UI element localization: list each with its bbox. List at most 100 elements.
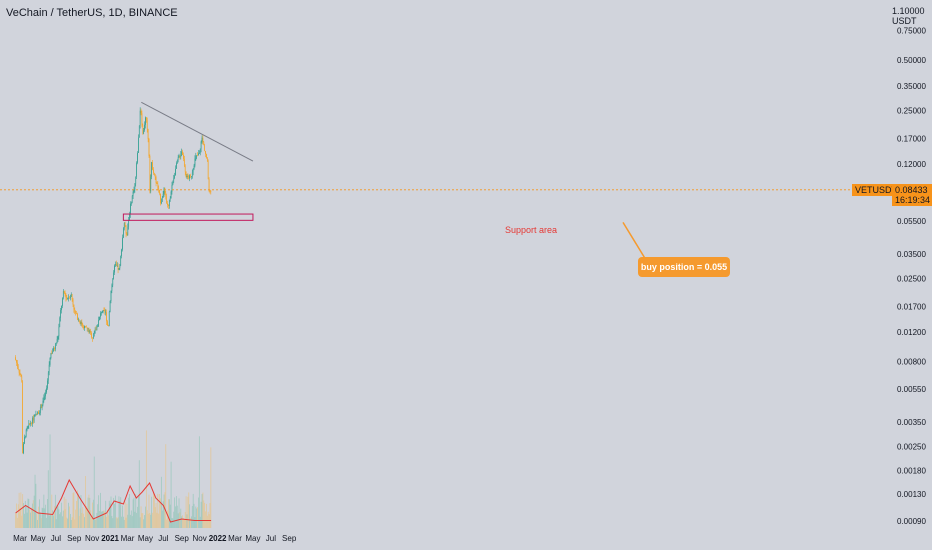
volume-bar bbox=[137, 506, 138, 528]
volume-bar bbox=[94, 519, 96, 528]
candle-body bbox=[111, 285, 113, 291]
y-tick-label-17: 0.00090 bbox=[897, 517, 926, 526]
volume-bar bbox=[76, 500, 77, 528]
volume-bar bbox=[138, 460, 140, 528]
candle-body bbox=[95, 329, 97, 331]
candle-body bbox=[60, 310, 61, 318]
candle-body bbox=[61, 305, 62, 311]
candle-body bbox=[180, 154, 182, 157]
candle-body bbox=[37, 411, 39, 415]
volume-bar bbox=[190, 516, 192, 528]
candle-body bbox=[115, 264, 116, 266]
candle-body bbox=[62, 291, 64, 299]
candle-body bbox=[113, 272, 115, 279]
candle-body bbox=[138, 125, 140, 138]
candle-body bbox=[131, 196, 133, 203]
candle-body bbox=[24, 436, 25, 444]
volume-bar bbox=[24, 513, 25, 528]
candle-body bbox=[32, 417, 33, 424]
candle-body bbox=[158, 188, 160, 190]
volume-bar bbox=[27, 498, 29, 528]
volume-bar bbox=[32, 500, 34, 528]
volume-bar bbox=[47, 470, 49, 528]
x-tick-label-1: May bbox=[30, 534, 45, 543]
volume-bar bbox=[39, 499, 40, 528]
candle-body bbox=[121, 249, 122, 257]
candle-body bbox=[59, 317, 61, 327]
candle-body bbox=[160, 193, 161, 204]
candle-body bbox=[142, 125, 144, 134]
volume-bar bbox=[92, 499, 94, 528]
price-scale-currency: USDT bbox=[892, 16, 917, 26]
y-tick-label-4: 0.17000 bbox=[897, 135, 926, 144]
volume-bar bbox=[132, 499, 134, 528]
candle-body bbox=[75, 310, 77, 314]
volume-bar bbox=[172, 518, 174, 528]
support-zone-box[interactable] bbox=[122, 213, 254, 221]
volume-bar bbox=[61, 502, 62, 528]
volume-bar bbox=[198, 436, 200, 528]
candle-body bbox=[130, 203, 131, 215]
candle-body bbox=[190, 175, 191, 177]
candle-body bbox=[164, 188, 166, 193]
x-tick-label-12: Mar bbox=[228, 534, 242, 543]
volume-bar bbox=[44, 508, 46, 528]
candle-body bbox=[29, 423, 31, 424]
candle-body bbox=[93, 333, 95, 337]
x-tick-label-10: Nov bbox=[193, 534, 207, 543]
candle-body bbox=[178, 156, 180, 158]
volume-bar bbox=[197, 507, 198, 528]
volume-bar bbox=[56, 504, 58, 528]
volume-bar bbox=[49, 434, 51, 528]
candle-body bbox=[72, 299, 74, 305]
volume-bar bbox=[62, 516, 63, 528]
price-scale[interactable]: 0.75000 0.50000 0.35000 0.25000 0.17000 0.120… bbox=[897, 26, 926, 526]
volume-bar bbox=[141, 513, 143, 528]
volume-bar bbox=[77, 493, 79, 528]
candle-body bbox=[172, 182, 174, 185]
volume-bar bbox=[154, 507, 156, 528]
volume-bar bbox=[90, 510, 92, 528]
candle-body bbox=[65, 294, 67, 299]
candle-body bbox=[34, 414, 36, 417]
volume-bar bbox=[136, 512, 138, 528]
candle-body bbox=[119, 265, 121, 269]
candle-body bbox=[185, 171, 187, 178]
candle-body bbox=[108, 325, 109, 327]
candle-body bbox=[202, 137, 204, 142]
volume-bar bbox=[17, 504, 19, 528]
candle-body bbox=[155, 177, 157, 183]
volume-bar bbox=[65, 498, 67, 528]
volume-bar bbox=[192, 493, 194, 528]
volume-bar bbox=[193, 503, 195, 528]
time-scale[interactable]: Mar May Jul Sep Nov 2021 Mar May Jul Sep Nov 2022 Ma… bbox=[13, 534, 297, 543]
volume-bar bbox=[151, 496, 153, 528]
candle-body bbox=[71, 294, 73, 300]
volume-bar bbox=[163, 494, 165, 528]
volume-bar bbox=[155, 502, 157, 528]
candle-body bbox=[205, 151, 206, 155]
candle-body bbox=[201, 137, 203, 142]
volume-bar bbox=[102, 511, 104, 528]
candle-body bbox=[191, 172, 193, 177]
x-tick-label-8: Jul bbox=[158, 534, 168, 543]
volume-bar bbox=[69, 513, 71, 528]
candle-body bbox=[187, 175, 189, 177]
y-tick-label-7: 0.03500 bbox=[897, 250, 926, 259]
volume-bar bbox=[54, 505, 55, 528]
buy-position-callout[interactable]: buy position = 0.055 bbox=[638, 257, 730, 277]
y-tick-label-15: 0.00180 bbox=[897, 466, 926, 475]
volume-bar bbox=[45, 504, 47, 528]
candle-body bbox=[85, 326, 86, 327]
volume-bar bbox=[122, 516, 124, 528]
volume-bar bbox=[183, 518, 184, 528]
volume-bar bbox=[210, 447, 212, 528]
candle-body bbox=[153, 173, 155, 176]
volume-bar bbox=[150, 514, 152, 528]
volume-bar bbox=[194, 517, 196, 528]
candle-body bbox=[55, 343, 57, 345]
candle-body bbox=[136, 162, 137, 177]
callout-pointer bbox=[622, 221, 647, 261]
trendline[interactable] bbox=[141, 101, 254, 162]
